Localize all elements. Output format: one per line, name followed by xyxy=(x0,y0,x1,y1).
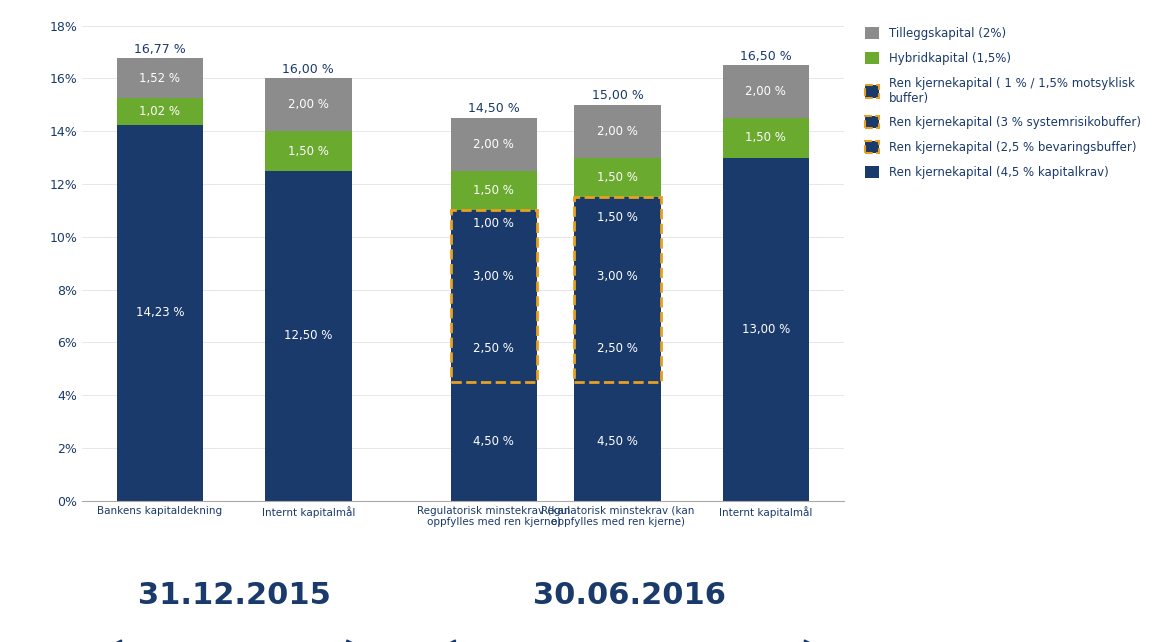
Bar xyxy=(265,131,352,171)
Bar xyxy=(574,158,661,197)
Text: 1,50 %: 1,50 % xyxy=(745,132,786,144)
Text: 12,50 %: 12,50 % xyxy=(284,329,333,342)
Text: 3,00 %: 3,00 % xyxy=(473,270,515,283)
Bar xyxy=(117,98,203,125)
Bar xyxy=(265,171,352,501)
Text: 30.06.2016: 30.06.2016 xyxy=(533,581,727,611)
Text: 2,00 %: 2,00 % xyxy=(473,138,515,151)
Text: 15,00 %: 15,00 % xyxy=(592,89,643,102)
Bar xyxy=(265,78,352,131)
Text: 2,50 %: 2,50 % xyxy=(473,342,515,356)
Bar xyxy=(723,118,809,158)
Text: 3,00 %: 3,00 % xyxy=(598,270,638,283)
Text: 4,50 %: 4,50 % xyxy=(473,435,515,448)
Bar xyxy=(117,58,203,98)
Bar xyxy=(450,237,537,316)
Bar xyxy=(450,211,537,237)
Bar xyxy=(723,65,809,118)
Bar xyxy=(574,382,661,501)
Bar xyxy=(574,105,661,158)
Text: 16,00 %: 16,00 % xyxy=(282,63,334,76)
Bar xyxy=(450,118,537,171)
Bar xyxy=(450,382,537,501)
Bar xyxy=(117,125,203,501)
Text: 14,50 %: 14,50 % xyxy=(468,103,519,116)
Text: 1,52 %: 1,52 % xyxy=(139,72,180,85)
Legend: Tilleggskapital (2%), Hybridkapital (1,5%), Ren kjernekapital ( 1 % / 1,5% motsy: Tilleggskapital (2%), Hybridkapital (1,5… xyxy=(865,27,1140,179)
Text: 13,00 %: 13,00 % xyxy=(742,323,790,336)
Text: 1,50 %: 1,50 % xyxy=(597,171,638,184)
Bar xyxy=(450,171,537,211)
Text: 1,50 %: 1,50 % xyxy=(597,211,638,223)
Text: 31.12.2015: 31.12.2015 xyxy=(138,581,331,611)
Text: 14,23 %: 14,23 % xyxy=(136,306,184,320)
Text: 2,00 %: 2,00 % xyxy=(288,98,329,111)
Text: 1,50 %: 1,50 % xyxy=(288,144,329,157)
Text: 2,00 %: 2,00 % xyxy=(745,85,786,98)
Bar xyxy=(574,237,661,316)
Text: 2,00 %: 2,00 % xyxy=(597,125,638,138)
Text: 1,00 %: 1,00 % xyxy=(473,217,515,230)
Bar xyxy=(574,197,661,382)
Text: 16,50 %: 16,50 % xyxy=(740,49,792,63)
Bar xyxy=(574,316,661,382)
Text: 16,77 %: 16,77 % xyxy=(134,42,186,55)
Bar xyxy=(574,197,661,237)
Text: 1,02 %: 1,02 % xyxy=(139,105,180,118)
Text: 2,50 %: 2,50 % xyxy=(597,342,638,356)
Text: 1,50 %: 1,50 % xyxy=(473,184,515,197)
Bar xyxy=(723,158,809,501)
Bar xyxy=(450,316,537,382)
Text: 4,50 %: 4,50 % xyxy=(597,435,638,448)
Bar xyxy=(450,211,537,382)
